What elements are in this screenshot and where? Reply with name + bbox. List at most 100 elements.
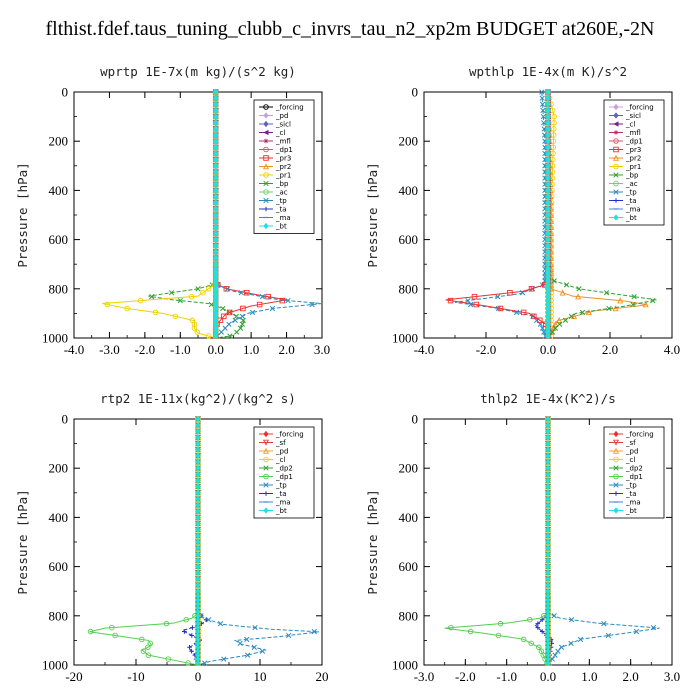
series-line [444,419,549,666]
data-point [630,301,636,308]
data-point [222,325,228,331]
panel-title: wpthlp 1E-4x(m K)/s^2 [469,64,627,79]
data-point [217,621,224,627]
legend-marker [612,447,620,454]
data-point [556,321,563,327]
legend-item-ta: _ta [609,490,637,498]
legend-item-sf: _sf [609,439,636,447]
data-point [239,321,246,327]
data-point [633,628,640,635]
chart-panel-thlp2: thlp2 1E-4x(K^2)/s Pressure [hPa] -3.0 -2.0… [365,391,680,684]
data-point [189,648,194,654]
legend-label: _sicl [275,121,291,129]
legend-marker [263,197,269,204]
legend-marker [613,430,619,438]
data-point [221,313,227,320]
data-point [233,313,240,320]
data-point [606,305,612,312]
x-tick-label: 0.0 [208,342,224,357]
data-point [601,621,607,627]
legend-label: _sf [625,439,636,447]
data-point [226,321,232,327]
legend-label: _ma [275,499,291,507]
legend-label: _cl [625,456,635,464]
legend-label: _ma [275,214,291,222]
legend-marker [263,112,269,119]
data-point [109,624,115,631]
y-tick-label: 1000 [392,331,418,346]
data-point [279,297,286,304]
x-tick-label: -1.0 [496,669,517,684]
legend-item-bt: _bt [259,223,287,231]
x-tick-label: 10 [254,669,267,684]
data-point [539,617,545,623]
legend-label: _cl [275,456,285,464]
legend-label: _cl [625,121,635,129]
legend-item-ta: _ta [259,206,287,214]
data-point [149,294,155,300]
legend-item-sicl: _sicl [609,112,641,120]
data-point [465,297,471,304]
y-tick-label: 1000 [42,331,68,346]
data-point [568,617,575,623]
data-point [473,301,480,308]
legend-item-forcing: _forcing [259,104,304,112]
legend-item-dp2: _dp2 [609,465,643,473]
data-point [239,313,245,320]
y-tick-label: 400 [49,183,69,198]
y-tick-label: 400 [399,183,419,198]
legend-marker [263,129,269,136]
y-tick-label: 0 [62,412,69,427]
chart-panel-wpthlp: wpthlp 1E-4x(m K)/s^2 Pressure [hPa] -4.0 -… [365,64,680,357]
chart-panel-rtp2: rtp2 1E-11x(kg^2)/(kg^2 s) Pressure [hPa]… [15,391,329,684]
data-point [650,624,657,631]
data-point [571,313,578,320]
legend-label: _pr1 [625,163,641,171]
data-point [269,305,276,312]
legend-marker [612,154,620,161]
data-point [550,132,557,138]
legend-item-mfl: _mfl [609,129,641,137]
legend-label: _bt [275,223,287,231]
x-tick-label: -20 [65,669,82,684]
data-point [259,648,266,654]
data-point [191,325,198,331]
series-tp [454,89,549,339]
data-point [240,317,246,323]
y-tick-label: 800 [399,281,419,296]
legend-item-cl: _cl [259,129,285,137]
data-point [577,636,584,643]
data-point [535,625,541,630]
legend-marker [613,172,619,178]
legend-label: _bp [625,172,639,180]
data-point [535,621,541,626]
data-point [467,628,474,635]
legend-marker [613,456,619,463]
series-line [148,92,245,339]
legend-marker [263,222,269,230]
data-point [165,656,171,662]
legend-label: _mfl [625,129,641,137]
legend-marker [613,112,619,119]
legend-item-dp1: _dp1 [609,473,643,481]
x-tick-label: -2.0 [476,342,497,357]
legend-label: _bt [625,214,637,222]
data-point [471,293,478,300]
data-point [540,107,546,114]
data-point [556,316,563,324]
legend-marker [613,146,619,153]
legend-item-pr3: _pr3 [609,146,641,154]
legend-label: _forcing [625,104,654,112]
data-point [139,636,145,643]
data-point [568,640,574,647]
series-bt [195,415,201,667]
y-tick-label: 1000 [392,658,418,673]
legend-label: _dp2 [275,465,293,473]
data-point [575,293,582,300]
legend-label: _tp [275,197,287,205]
x-tick-label: 1.0 [243,342,259,357]
series-line [181,419,209,666]
data-point [552,320,559,327]
data-point [244,636,250,643]
legend-item-ma: _ma [259,499,291,507]
